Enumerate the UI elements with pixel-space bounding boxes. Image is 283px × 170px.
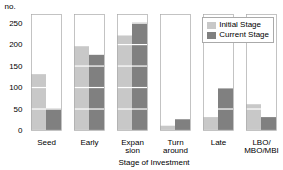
html-text:Initial Stage: Initial Stage	[219, 20, 261, 29]
svg-text:LBO/MBO/MBI: LBO/MBO/MBI	[244, 138, 279, 155]
svg-text:Early: Early	[80, 138, 98, 147]
svg-text:50: 50	[14, 105, 23, 114]
svg-text:Stage of Investment: Stage of Investment	[118, 158, 190, 167]
svg-text:200: 200	[9, 40, 23, 49]
svg-text:100: 100	[9, 83, 23, 92]
svg-text:Seed: Seed	[37, 138, 56, 147]
svg-text:Expansion: Expansion	[121, 138, 144, 155]
svg-text:150: 150	[9, 62, 23, 71]
svg-text:no.: no.	[5, 2, 16, 11]
svg-text:0: 0	[18, 126, 23, 135]
svg-text:Turnaround: Turnaround	[163, 138, 188, 155]
html-text:Current Stage: Current Stage	[219, 30, 269, 39]
svg-text:250: 250	[9, 19, 23, 28]
svg-text:Late: Late	[211, 138, 227, 147]
